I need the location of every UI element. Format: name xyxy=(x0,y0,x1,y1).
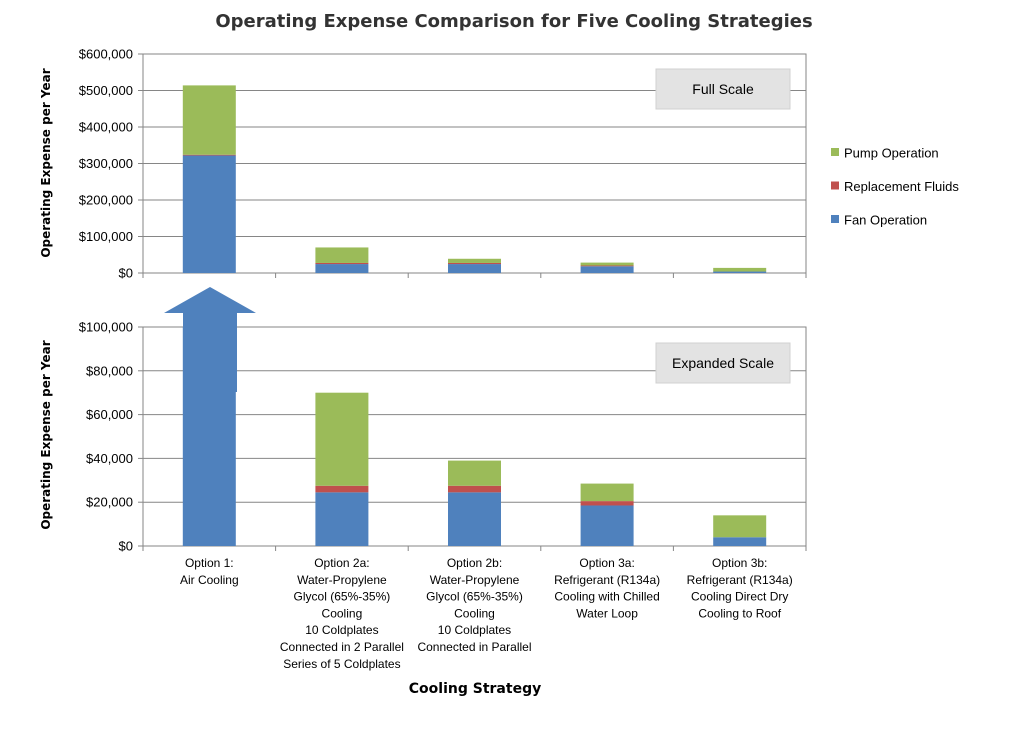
bar-fan-operation xyxy=(182,155,236,273)
y-tick-label: $0 xyxy=(119,266,133,281)
category-label-line: 10 Coldplates xyxy=(305,623,378,637)
legend-label: Replacement Fluids xyxy=(844,179,959,194)
bar-pump-operation xyxy=(713,267,767,272)
chart-title: Operating Expense Comparison for Five Co… xyxy=(215,11,812,32)
scale-label: Expanded Scale xyxy=(672,355,774,371)
bar-replacement-fluids xyxy=(448,262,501,265)
full-scale-panel: $0 $100,000 $200,000 $300,000 $400,000 $500,0… xyxy=(79,47,807,281)
bar-pump-operation xyxy=(580,262,634,266)
legend-label: Pump Operation xyxy=(844,146,939,161)
category-label-line: Cooling xyxy=(322,606,363,620)
category-label-line: Option 2a: xyxy=(314,556,369,570)
category-label-line: Refrigerant (R134a) xyxy=(554,573,660,587)
legend-label: Fan Operation xyxy=(844,213,927,228)
category-label-line: Option 3b: xyxy=(712,556,767,570)
y-tick-label: $20,000 xyxy=(86,495,133,510)
category-label-line: Glycol (65%-35%) xyxy=(426,590,523,604)
y-tick-label: $200,000 xyxy=(79,193,133,208)
bar-pump-operation xyxy=(448,460,501,486)
category-label-line: Cooling to Roof xyxy=(698,606,781,620)
category-labels: Option 1: Air Cooling Option 2a: Water-Prop… xyxy=(180,556,793,671)
bar-pump-operation xyxy=(315,392,369,486)
bar-replacement-fluids xyxy=(315,262,369,265)
y-tick-label: $60,000 xyxy=(86,407,133,422)
y-tick-label: $400,000 xyxy=(79,120,133,135)
bar-fan-operation xyxy=(448,264,501,273)
y-tick-label: $300,000 xyxy=(79,156,133,171)
legend-swatch xyxy=(831,181,839,190)
bar-fan-operation xyxy=(580,266,634,273)
legend: Pump Operation Replacement Fluids Fan Oper… xyxy=(831,146,959,228)
category-label-line: Water-Propylene xyxy=(297,573,387,587)
category-label-line: Water-Propylene xyxy=(430,573,520,587)
y-tick-label: $600,000 xyxy=(79,47,133,62)
y-tick-label: $100,000 xyxy=(79,320,133,335)
category-label-line: Cooling xyxy=(454,606,495,620)
bar-pump-operation xyxy=(580,483,634,502)
bar-fan-operation xyxy=(315,492,369,546)
category-label-line: Series of 5 Coldplates xyxy=(283,657,400,671)
category-label: Option 2b: Water-Propylene Glycol (65%-35%… xyxy=(417,556,531,654)
y-tick-label: $80,000 xyxy=(86,363,133,378)
bar-replacement-fluids xyxy=(182,154,236,156)
category-label-line: Connected in Parallel xyxy=(417,640,531,654)
bar-pump-operation xyxy=(713,515,767,538)
scale-label-box xyxy=(655,342,791,384)
bar-replacement-fluids xyxy=(580,501,634,506)
y-tick-label: $500,000 xyxy=(79,83,133,98)
category-label: Option 1: Air Cooling xyxy=(180,556,239,587)
category-label: Option 3b: Refrigerant (R134a) Cooling Dir… xyxy=(687,556,793,620)
category-label-line: Option 2b: xyxy=(447,556,502,570)
category-label-line: Water Loop xyxy=(576,606,638,620)
scale-label-box xyxy=(655,68,791,110)
legend-swatch xyxy=(831,148,839,156)
y-tick-label: $100,000 xyxy=(79,229,133,244)
bar-replacement-fluids xyxy=(448,485,501,493)
bar-fan-operation xyxy=(448,492,501,546)
category-label-line: Option 3a: xyxy=(579,556,634,570)
category-label-line: Connected in 2 Parallel xyxy=(280,640,404,654)
category-label-line: Option 1: xyxy=(185,556,234,570)
bar-fan-operation xyxy=(580,505,634,546)
category-label-line: 10 Coldplates xyxy=(438,623,511,637)
bar-fan-operation xyxy=(713,537,767,546)
category-label-line: Cooling with Chilled xyxy=(554,590,659,604)
category-label-line: Refrigerant (R134a) xyxy=(687,573,793,587)
bar-pump-operation xyxy=(315,247,369,263)
bar-pump-operation xyxy=(448,258,501,263)
category-label: Option 2a: Water-Propylene Glycol (65%-35%… xyxy=(280,556,404,671)
category-label-line: Cooling Direct Dry xyxy=(691,590,788,604)
scale-label: Full Scale xyxy=(692,81,754,97)
y-tick-label: $40,000 xyxy=(86,451,133,466)
bar-fan-operation xyxy=(315,264,369,273)
y-axis-label-top: Operating Expense per Year xyxy=(39,68,53,257)
legend-swatch xyxy=(831,215,839,223)
bar-replacement-fluids xyxy=(315,485,369,493)
bar-pump-operation xyxy=(182,85,236,155)
bar-fan-operation xyxy=(713,271,767,273)
y-axis-label-bottom: Operating Expense per Year xyxy=(39,340,53,529)
x-axis-label: Cooling Strategy xyxy=(409,681,541,697)
y-tick-label: $0 xyxy=(119,539,133,554)
arrow-up-icon xyxy=(164,287,256,392)
bar-replacement-fluids xyxy=(580,265,634,267)
category-label-line: Glycol (65%-35%) xyxy=(294,590,391,604)
category-label-line: Air Cooling xyxy=(180,573,239,587)
category-label: Option 3a: Refrigerant (R134a) Cooling wit… xyxy=(554,556,660,620)
